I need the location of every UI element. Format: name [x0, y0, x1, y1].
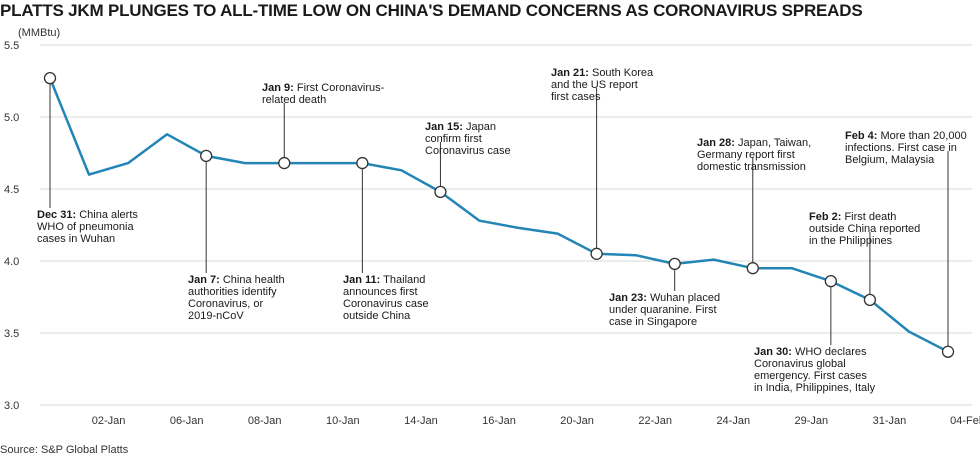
event-marker [278, 156, 291, 170]
event-marker [746, 262, 759, 275]
y-tick-label: 4.5 [4, 184, 19, 196]
y-tick-label: 3.5 [4, 328, 19, 340]
annotation-label: Jan 30: WHO declares Coronavirus global em… [754, 346, 876, 394]
chart-title: PLATTS JKM PLUNGES TO ALL-TIME LOW ON CH… [0, 1, 863, 20]
event-marker [590, 247, 603, 260]
y-tick-label: 4.0 [4, 256, 19, 268]
x-tick-label: 14-Jan [404, 415, 438, 427]
y-axis-unit: (MMBtu) [18, 27, 61, 39]
event-marker [434, 185, 447, 199]
event-marker [863, 293, 877, 307]
x-tick-label: 29-Jan [795, 415, 829, 427]
event-marker [824, 275, 838, 288]
annotation-label: Jan 28: Japan, Taiwan, Germany report fir… [697, 137, 811, 173]
x-tick-label: 20-Jan [560, 415, 594, 427]
annotation-label: Feb 2: First death outside China reported… [809, 211, 920, 247]
annotation-label: Jan 23: Wuhan placed under quaranine. Fir… [609, 292, 720, 328]
x-tick-label: 08-Jan [248, 415, 282, 427]
event-marker [356, 156, 369, 170]
annotation-label: Jan 7: China health authorities identify C… [188, 274, 285, 322]
event-marker [43, 71, 57, 85]
series-line [48, 77, 949, 353]
annotation-label: Jan 15: Japan confirm first Coronavirus ca… [425, 121, 511, 157]
x-tick-label: 31-Jan [873, 415, 907, 427]
event-marker [668, 257, 681, 271]
event-marker [941, 345, 955, 358]
event-marker [200, 149, 213, 163]
x-tick-label: 10-Jan [326, 415, 360, 427]
y-tick-label: 5.5 [4, 40, 19, 52]
y-tick-label: 5.0 [4, 112, 19, 124]
source-note: Source: S&P Global Platts [0, 444, 129, 456]
x-tick-label: 22-Jan [638, 415, 672, 427]
annotation-label: Jan 21: South Korea and the US report firs… [551, 67, 654, 103]
annotation-label: Jan 9: First Coronavirus-related death [262, 82, 385, 106]
annotation-label: Dec 31: China alerts WHO of pneumonia case… [37, 209, 138, 245]
annotation-label: Jan 11: Thailand announces first Coronavir… [343, 274, 429, 322]
x-tick-label: 06-Jan [170, 415, 204, 427]
x-tick-label: 16-Jan [482, 415, 516, 427]
y-tick-label: 3.0 [4, 400, 19, 412]
x-tick-label: 02-Jan [92, 415, 126, 427]
x-tick-label: 04-Feb [950, 415, 980, 427]
annotation-label: Feb 4: More than 20,000 infections. First… [845, 130, 967, 166]
x-tick-label: 24-Jan [716, 415, 750, 427]
